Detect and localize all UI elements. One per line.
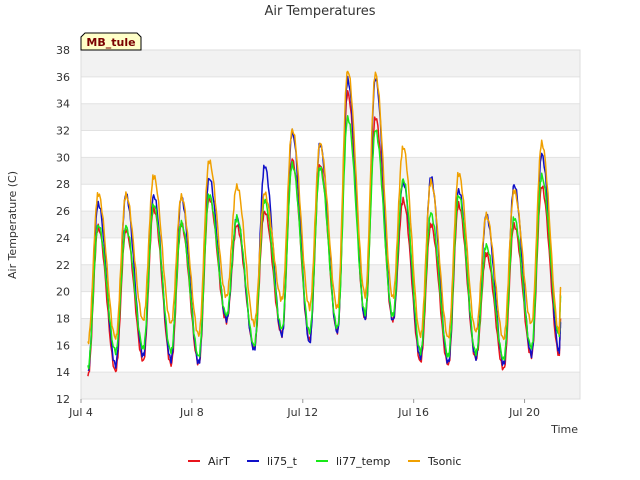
grid-band bbox=[81, 157, 580, 185]
y-tick-label: 34 bbox=[56, 98, 70, 111]
y-tick-label: 32 bbox=[56, 125, 70, 138]
grid-band bbox=[81, 50, 580, 77]
x-axis-title: Time bbox=[550, 423, 578, 436]
y-tick-label: 12 bbox=[56, 393, 70, 406]
grid-band bbox=[81, 372, 580, 399]
x-tick-label: Jul 4 bbox=[68, 406, 93, 419]
site-label-shape bbox=[80, 32, 142, 51]
site-label-box: MB_tule bbox=[80, 32, 142, 51]
y-tick-label: 20 bbox=[56, 286, 70, 299]
y-tick-label: 36 bbox=[56, 71, 70, 84]
x-tick-label: Jul 12 bbox=[286, 406, 318, 419]
y-tick-label: 24 bbox=[56, 232, 70, 245]
chart-title: Air Temperatures bbox=[264, 4, 375, 19]
y-tick-label: 22 bbox=[56, 259, 70, 272]
y-tick-label: 30 bbox=[56, 151, 70, 164]
y-tick-label: 38 bbox=[56, 44, 70, 57]
plot-frame bbox=[80, 49, 581, 400]
y-tick-label: 28 bbox=[56, 178, 70, 191]
y-tick-label: 14 bbox=[56, 366, 70, 379]
grid-band bbox=[81, 103, 580, 131]
legend-entry: AirT bbox=[208, 455, 230, 468]
x-tick-labels: Jul 4 Jul 8 Jul 12 Jul 16 Jul 20 bbox=[68, 399, 540, 419]
x-tick-label: Jul 8 bbox=[179, 406, 204, 419]
legend: AirT li75_t li77_temp Tsonic bbox=[188, 455, 461, 468]
y-axis-title: Air Temperature (C) bbox=[6, 171, 19, 279]
y-tick-labels: 12 14 16 18 20 22 24 26 28 30 32 34 36 38 bbox=[56, 44, 70, 406]
grid-band bbox=[81, 211, 580, 238]
y-tick-label: 16 bbox=[56, 339, 70, 352]
legend-entry: li77_temp bbox=[336, 455, 390, 468]
legend-entry: Tsonic bbox=[427, 455, 461, 468]
y-tick-label: 26 bbox=[56, 205, 70, 218]
legend-entry: li75_t bbox=[267, 455, 298, 468]
y-tick-label: 18 bbox=[56, 312, 70, 325]
series-line-tsonic bbox=[87, 70, 562, 345]
x-tick-label: Jul 20 bbox=[508, 406, 540, 419]
series-line-li77-temp bbox=[87, 115, 562, 370]
series-lines bbox=[87, 70, 562, 377]
site-label-text: MB_tule bbox=[86, 36, 135, 49]
x-tick-label: Jul 16 bbox=[397, 406, 429, 419]
